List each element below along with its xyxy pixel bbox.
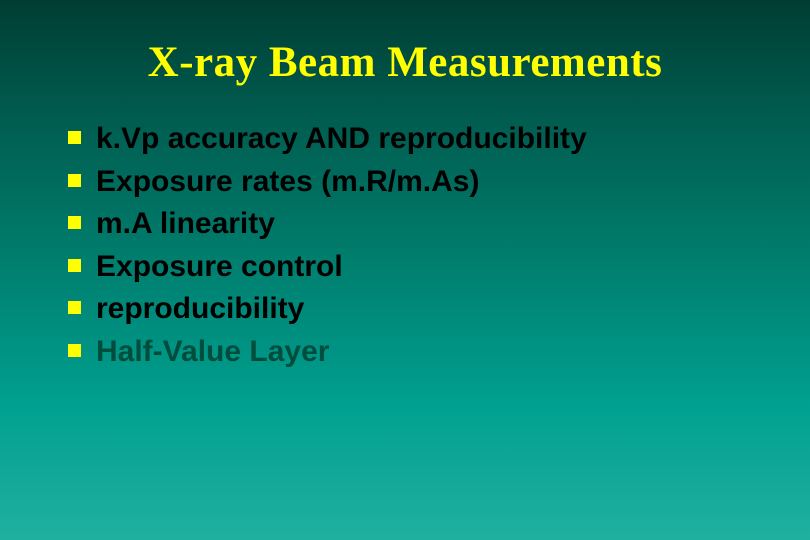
slide-container: X-ray Beam Measurements k.Vp accuracy AN…	[0, 0, 810, 540]
bullet-text: m.A linearity	[96, 204, 275, 245]
bullet-square-icon	[68, 259, 81, 272]
bullet-square-icon	[68, 344, 81, 357]
bullet-list: k.Vp accuracy AND reproducibility Exposu…	[50, 119, 760, 372]
bullet-square-icon	[68, 301, 81, 314]
bullet-text: reproducibility	[96, 289, 304, 330]
bullet-text: k.Vp accuracy AND reproducibility	[96, 119, 587, 160]
list-item: reproducibility	[68, 289, 760, 330]
list-item: Half-Value Layer	[68, 332, 760, 373]
bullet-square-icon	[68, 174, 81, 187]
bullet-text: Exposure rates (m.R/m.As)	[96, 162, 479, 203]
list-item: m.A linearity	[68, 204, 760, 245]
slide-title: X-ray Beam Measurements	[50, 38, 760, 87]
bullet-square-icon	[68, 216, 81, 229]
list-item: k.Vp accuracy AND reproducibility	[68, 119, 760, 160]
bullet-text: Half-Value Layer	[96, 332, 329, 373]
bullet-square-icon	[68, 131, 81, 144]
list-item: Exposure rates (m.R/m.As)	[68, 162, 760, 203]
list-item: Exposure control	[68, 247, 760, 288]
bullet-text: Exposure control	[96, 247, 343, 288]
